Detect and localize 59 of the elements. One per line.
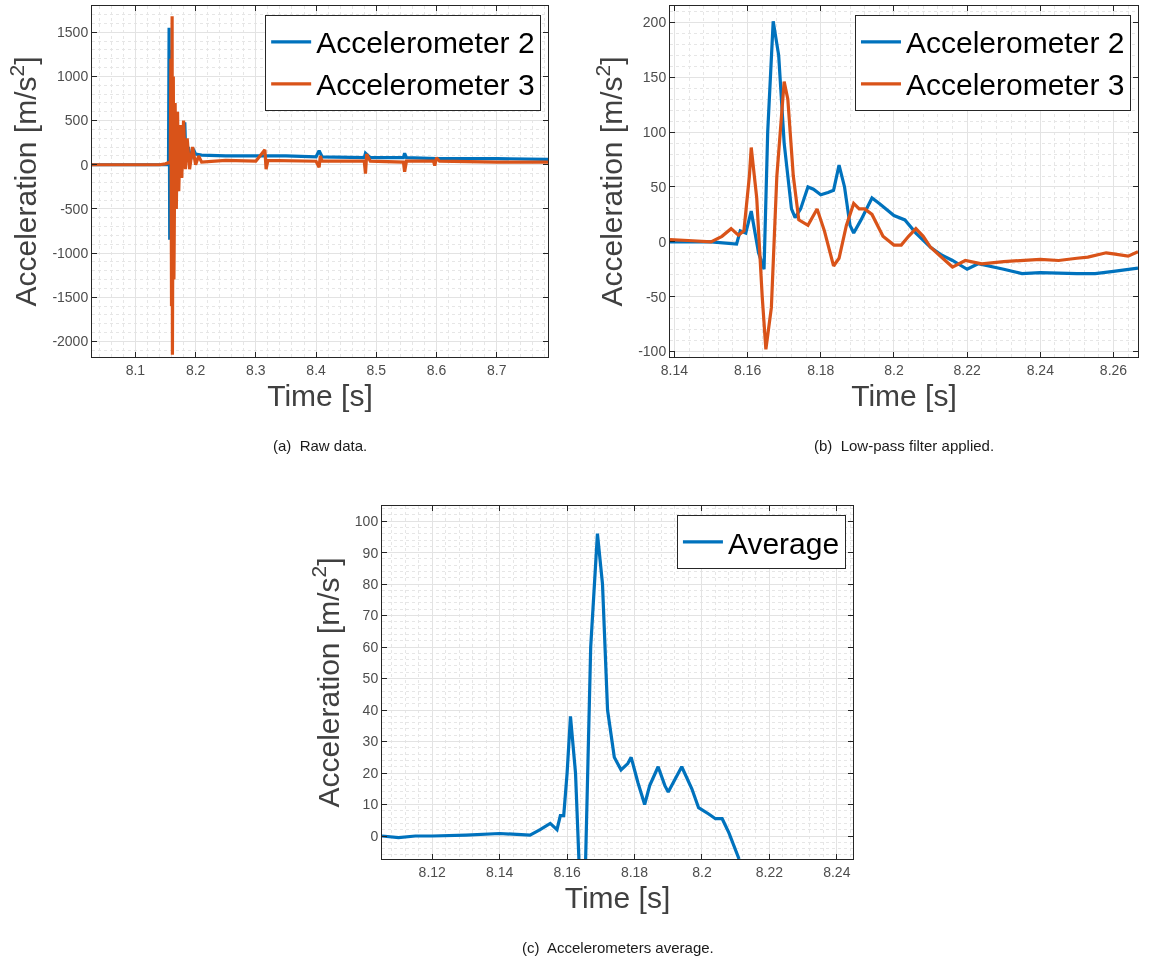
y-tick-label: 0 (80, 156, 89, 173)
x-tick-label: 8.24 (823, 863, 851, 880)
legend-label: Accelerometer 2 (316, 26, 535, 60)
y-tick-label: 10 (362, 796, 379, 813)
y-tick-label: 150 (642, 69, 667, 86)
y-tick-label: 200 (642, 14, 667, 31)
y-tick-label: 50 (650, 178, 667, 195)
x-tick-label: 8.3 (246, 361, 266, 378)
x-tick-label: 8.16 (553, 863, 581, 880)
y-tick-label: 1000 (57, 68, 89, 85)
text: (c) Accelerometers average. (522, 939, 714, 956)
line-series (92, 14, 548, 357)
x-tick-label: 8.14 (660, 361, 689, 378)
y-tick-label: -1000 (52, 245, 89, 261)
y-tick-label: -2000 (52, 333, 89, 350)
legend-label: Accelerometer 3 (316, 68, 535, 102)
y-tick-label: 1500 (57, 24, 89, 41)
y-tick-label: 100 (642, 124, 667, 141)
x-tick-label: 8.18 (807, 361, 835, 378)
x-tick-label: 8.1 (125, 361, 146, 378)
y-tick-label: 90 (362, 544, 379, 561)
legend-label: Accelerometer 2 (905, 26, 1125, 60)
x-tick-label: 8.24 (1026, 361, 1055, 378)
y-tick-label: 20 (362, 764, 379, 781)
y-tick-label: 0 (370, 827, 379, 844)
y-tick-label: -100 (638, 343, 667, 360)
legend-label: Accelerometer 3 (905, 68, 1125, 102)
text: (a) Raw data. (273, 437, 368, 454)
x-tick-label: 8.18 (620, 863, 649, 880)
x-tick-label: 8.2 (884, 361, 904, 378)
y-tick-label: 80 (362, 575, 379, 592)
y-tick-label: 60 (362, 638, 379, 655)
x-tick-label: 8.5 (366, 361, 387, 378)
y-tick-label: 100 (354, 513, 379, 530)
y-tick-label: 40 (362, 701, 379, 718)
x-tick-label: 8.6 (426, 361, 447, 378)
y-tick-label: 30 (362, 733, 379, 750)
x-tick-label: 8.12 (418, 863, 447, 880)
x-tick-label: 8.22 (953, 361, 981, 378)
legend-label: Average (727, 526, 840, 560)
x-tick-label: 8.7 (487, 361, 507, 378)
y-tick-label: 0 (658, 233, 667, 250)
x-tick-label: 8.14 (486, 863, 514, 880)
x-tick-label: 8.26 (1099, 361, 1128, 378)
x-tick-label: 8.22 (755, 863, 784, 880)
y-tick-label: -50 (645, 288, 667, 305)
y-tick-label: 70 (362, 607, 379, 624)
y-tick-label: 50 (362, 670, 379, 687)
x-axis-title: Time [s] (851, 379, 957, 413)
x-axis-title: Time [s] (267, 379, 373, 413)
x-axis-title: Time [s] (564, 881, 671, 915)
y-tick-label: -1500 (52, 289, 89, 306)
x-tick-label: 8.2 (692, 863, 712, 880)
x-tick-label: 8.4 (306, 361, 327, 378)
x-tick-label: 8.2 (185, 361, 206, 378)
y-tick-label: -500 (60, 200, 89, 217)
y-tick-label: 500 (64, 112, 89, 129)
x-tick-label: 8.16 (733, 361, 762, 378)
text: (b) Low-pass filter applied. (814, 437, 995, 454)
